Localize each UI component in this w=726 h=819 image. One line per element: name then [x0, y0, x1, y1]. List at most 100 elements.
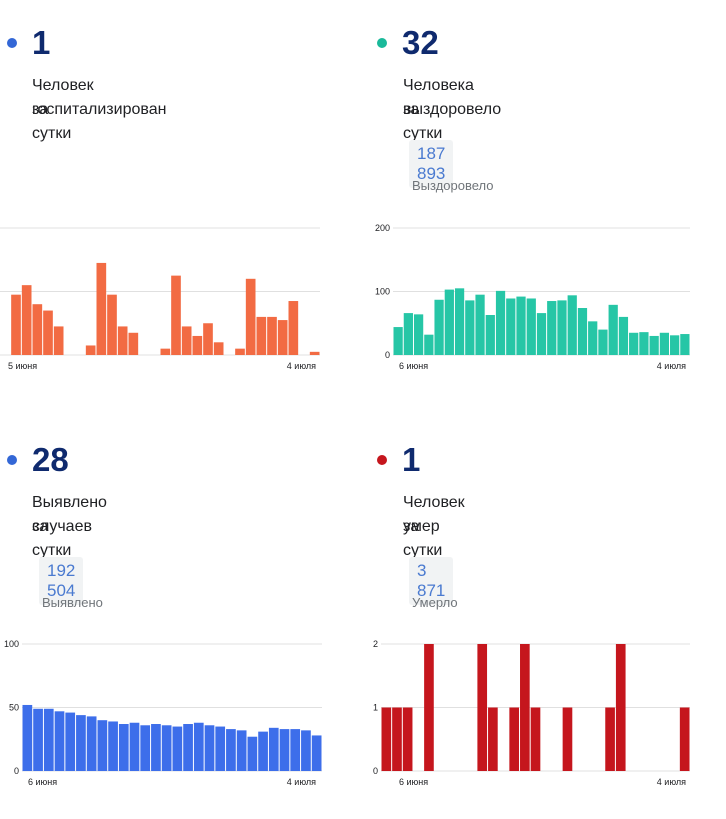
hospitalized-label-line2: за сутки [32, 101, 72, 142]
recovered-ytick-label: 100 [375, 287, 390, 297]
recovered-chart: 0 100 200 6 июня 4 июля [375, 223, 690, 371]
recovered-bar [516, 296, 526, 355]
hospitalized-bar [277, 320, 288, 355]
hospitalized-bar [21, 285, 32, 355]
recovered-bar [659, 332, 670, 355]
cases-ytick-label: 0 [14, 766, 19, 776]
recovered-bar [485, 314, 495, 355]
cases-bar [172, 726, 183, 771]
cases-xtick-start: 6 июня [28, 777, 57, 787]
cases-bar [22, 704, 33, 771]
recovered-label-line2: за сутки [403, 101, 443, 142]
cases-bar [97, 720, 108, 771]
cases-bar [161, 725, 172, 771]
cases-bar [226, 729, 236, 771]
hospitalized-bar [245, 278, 256, 355]
cases-bar [108, 721, 118, 771]
recovered-bar [424, 334, 434, 355]
hospitalized-dot-icon [7, 38, 17, 48]
deaths-bar [488, 707, 498, 771]
cases-bar [258, 731, 268, 771]
recovered-ytick-label: 200 [375, 223, 390, 233]
deaths-bar [509, 707, 520, 771]
recovered-bar [680, 334, 690, 355]
cases-bar [290, 729, 301, 771]
recovered-bar [495, 290, 506, 355]
recovered-bar [434, 299, 444, 355]
recovered-bar [475, 294, 485, 355]
cases-total-label: Выявлено [42, 595, 103, 610]
deaths-label-line1: Человек умер [403, 494, 465, 535]
recovered-bar [526, 298, 536, 355]
recovered-bar [649, 335, 659, 355]
recovered-bar [639, 332, 649, 355]
cases-bar [140, 725, 151, 771]
cases-bar [118, 724, 129, 771]
cases-bar [279, 729, 290, 771]
cases-total: 192 504 [39, 557, 84, 605]
deaths-bar [477, 644, 488, 771]
cases-bar [129, 722, 140, 771]
cases-bar [43, 708, 54, 771]
recovered-ytick-label: 0 [385, 350, 390, 360]
hospitalized-bar [117, 326, 128, 355]
deaths-label-line2: за сутки [403, 518, 443, 559]
deaths-bar [679, 707, 690, 771]
cases-bar [268, 727, 279, 771]
cases-bar [151, 724, 161, 771]
cases-bar [247, 736, 258, 771]
recovered-bar [454, 288, 465, 355]
hospitalized-bar [160, 348, 171, 355]
hospitalized-label-line1: Человек госпитализирован [32, 77, 167, 118]
cases-bar [215, 726, 226, 771]
cases-value: 28 [32, 441, 69, 478]
deaths-value: 1 [402, 441, 421, 478]
deaths-bar [605, 707, 615, 771]
cases-bar [65, 712, 76, 771]
deaths-dot-icon [377, 455, 387, 465]
recovered-bar [577, 308, 588, 355]
hospitalized-bar [309, 351, 320, 355]
deaths-bar [520, 644, 530, 771]
cases-bar [301, 730, 311, 771]
deaths-ytick-label: 2 [373, 639, 378, 649]
cases-dot-icon [7, 455, 17, 465]
deaths-ytick-label: 1 [373, 703, 378, 713]
hospitalized-bar [43, 310, 53, 355]
cases-ytick-label: 50 [9, 703, 19, 713]
recovered-bar [618, 316, 629, 355]
cases-bar [54, 711, 65, 771]
cases-bar [76, 715, 86, 771]
recovered-bar [598, 329, 608, 355]
hospitalized-bar [96, 262, 107, 355]
deaths-bar [530, 707, 541, 771]
recovered-label-line1: Человека выздоровело [403, 77, 502, 118]
deaths-xtick-end: 4 июля [657, 777, 686, 787]
recovered-bar [403, 313, 413, 355]
hospitalized-bar [256, 316, 267, 355]
recovered-bar [608, 304, 618, 355]
hospitalized-bar [181, 326, 192, 355]
recovered-bar [629, 332, 639, 355]
recovered-bar [557, 300, 567, 355]
recovered-bar [536, 313, 547, 355]
hospitalized-xtick-start: 5 июня [8, 361, 37, 371]
recovered-xtick-end: 4 июля [657, 361, 686, 371]
hospitalized-bar [128, 332, 139, 355]
recovered-bar [465, 300, 475, 355]
recovered-bar [413, 314, 424, 355]
cases-bar [86, 716, 97, 771]
hospitalized-bar [107, 294, 117, 355]
recovered-bar [588, 321, 598, 355]
recovered-total: 187 893 [409, 140, 454, 188]
hospitalized-bar [53, 326, 64, 355]
recovered-bar [567, 295, 577, 355]
recovered-dot-icon [377, 38, 387, 48]
deaths-bar [392, 707, 402, 771]
hospitalized-bar [213, 342, 224, 355]
hospitalized-xtick-end: 4 июля [287, 361, 316, 371]
hospitalized-bar [85, 345, 96, 355]
cases-ytick-label: 100 [4, 639, 19, 649]
cases-bar [204, 725, 215, 771]
